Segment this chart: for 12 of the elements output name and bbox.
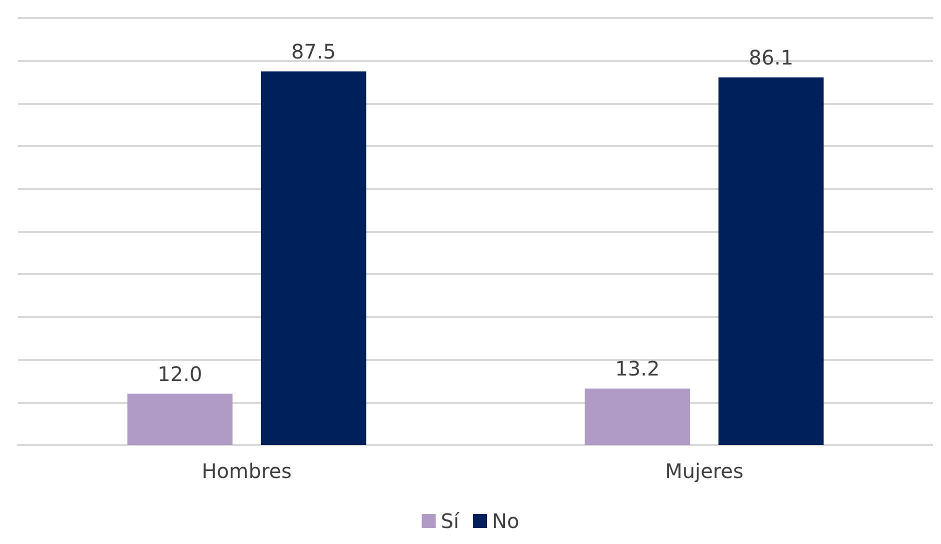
legend-label: No: [492, 509, 520, 533]
data-label: 13.2: [615, 356, 660, 381]
bar: [127, 394, 233, 445]
legend-label: Sí: [440, 509, 460, 533]
data-label: 12.0: [158, 362, 202, 386]
x-tick-label: Hombres: [202, 459, 292, 483]
bar: [584, 388, 690, 445]
bar: [718, 77, 824, 445]
bar: [260, 71, 366, 445]
x-tick-label: Mujeres: [665, 459, 744, 483]
data-label: 87.5: [291, 39, 336, 64]
data-label: 86.1: [748, 45, 794, 70]
